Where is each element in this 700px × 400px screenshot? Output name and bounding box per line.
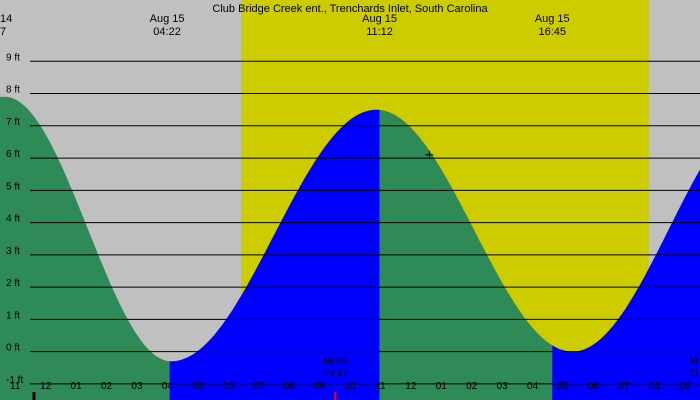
x-tick-label: 08 xyxy=(649,381,661,392)
x-tick-label: 04 xyxy=(162,381,174,392)
x-tick-label: 03 xyxy=(497,381,509,392)
tide-band-falling-0 xyxy=(0,96,170,400)
moon-label: M xyxy=(690,356,698,367)
y-tick-label: 6 ft xyxy=(6,149,20,160)
x-tick-label: 07 xyxy=(618,381,630,392)
top-date-label: Aug 15 xyxy=(535,13,570,25)
top-date-label: Aug 15 xyxy=(362,13,397,25)
gridline-layer xyxy=(30,60,700,385)
label-layer: -1 ft 0 ft 1 ft 2 ft 3 ft 4 ft 5 ft 6 ft 7 ft 8 f… xyxy=(0,13,700,400)
x-tick-label: 06 xyxy=(223,381,235,392)
y-tick-label: 2 ft xyxy=(6,278,20,289)
x-tick-label: 10 xyxy=(344,381,356,392)
moon-time-label: 09:47 xyxy=(323,368,348,379)
x-tick-label: 07 xyxy=(253,381,265,392)
moon-time-label: 21 xyxy=(688,368,700,379)
x-tick-label: 09 xyxy=(679,381,691,392)
tide-band-rising-3 xyxy=(552,169,700,400)
x-tick-label: 06 xyxy=(588,381,600,392)
x-tick-label: 04 xyxy=(527,381,539,392)
y-tick-label: -1 ft xyxy=(6,375,23,386)
x-tick-label: 12 xyxy=(40,381,52,392)
top-date-label: Aug 15 xyxy=(150,13,185,25)
x-tick-label: 02 xyxy=(101,381,113,392)
x-tick-label: 12 xyxy=(405,381,417,392)
x-tick-label: 11 xyxy=(10,381,21,392)
x-tick-label: 05 xyxy=(557,381,569,392)
top-time-label: 7 xyxy=(0,26,6,38)
moon-label: Mrise xyxy=(323,356,348,367)
x-tick-label: 08 xyxy=(284,381,296,392)
x-tick-label: 03 xyxy=(131,381,143,392)
top-date-label: 14 xyxy=(0,13,12,25)
top-time-label: 04:22 xyxy=(153,26,181,38)
top-time-label: 16:45 xyxy=(538,26,566,38)
x-tick-label: 01 xyxy=(436,381,448,392)
y-tick-label: 4 ft xyxy=(6,214,20,225)
y-tick-label: 9 ft xyxy=(6,52,20,63)
x-tick-label: 09 xyxy=(314,381,326,392)
y-tick-label: 5 ft xyxy=(6,181,20,192)
x-tick-label: 02 xyxy=(466,381,478,392)
chart-title: Club Bridge Creek ent., Trenchards Inlet… xyxy=(212,3,488,15)
y-tick-label: 3 ft xyxy=(6,246,20,257)
y-tick-label: 1 ft xyxy=(6,310,20,321)
x-tick-label: 11 xyxy=(375,381,386,392)
top-time-label: 11:12 xyxy=(366,26,393,38)
x-tick-label: 01 xyxy=(71,381,83,392)
x-tick-label: 05 xyxy=(192,381,204,392)
y-tick-label: 7 ft xyxy=(6,117,20,128)
y-tick-label: 8 ft xyxy=(6,85,20,96)
y-tick-label: 0 ft xyxy=(6,343,20,354)
